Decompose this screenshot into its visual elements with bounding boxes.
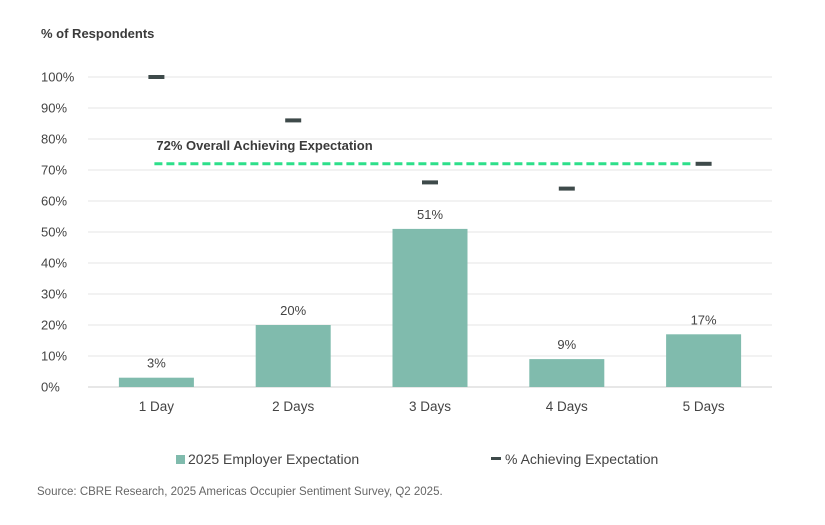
y-tick-label: 40% — [41, 256, 67, 271]
bar-value-label: 3% — [147, 356, 166, 371]
bar — [529, 359, 605, 387]
y-tick-label: 100% — [41, 70, 75, 85]
legend-swatch-marker — [491, 457, 501, 460]
bar — [255, 325, 331, 387]
achievement-marker — [422, 180, 438, 185]
bar-value-label: 20% — [280, 303, 306, 318]
y-tick-label: 20% — [41, 318, 67, 333]
bar — [118, 377, 194, 387]
y-tick-label: 10% — [41, 349, 67, 364]
legend: 2025 Employer Expectation % Achieving Ex… — [0, 451, 825, 471]
y-tick-label: 80% — [41, 132, 67, 147]
bar — [392, 228, 468, 387]
achievement-marker — [695, 161, 712, 166]
y-tick-label: 50% — [41, 225, 67, 240]
bar-value-label: 17% — [691, 312, 717, 327]
legend-item-employer-expectation: 2025 Employer Expectation — [176, 451, 359, 467]
achievement-marker — [285, 118, 302, 123]
legend-swatch-bar — [176, 455, 185, 464]
x-tick-label: 4 Days — [546, 399, 588, 414]
y-tick-label: 0% — [41, 380, 60, 395]
reference-line-label: 72% Overall Achieving Expectation — [156, 138, 372, 153]
y-tick-label: 30% — [41, 287, 67, 302]
legend-label: 2025 Employer Expectation — [188, 451, 360, 467]
bar-value-label: 9% — [557, 337, 576, 352]
bar-value-label: 51% — [417, 207, 443, 222]
x-tick-label: 3 Days — [409, 399, 451, 414]
x-tick-label: 5 Days — [683, 399, 725, 414]
bar-chart: 0% 10% 20% 30% 40% 50% 60% 70% 80% 90% 100% 3% 1 Day… — [41, 70, 772, 414]
bar — [666, 334, 742, 387]
x-tick-label: 2 Days — [272, 399, 314, 414]
y-tick-label: 70% — [41, 163, 67, 178]
legend-item-achieving-expectation: % Achieving Expectation — [491, 451, 658, 467]
achievement-marker — [558, 186, 575, 191]
x-tick-label: 1 Day — [139, 399, 175, 414]
y-tick-label: 90% — [41, 101, 67, 116]
achievement-marker — [148, 75, 165, 79]
y-axis-title: % of Respondents — [41, 26, 155, 41]
y-tick-label: 60% — [41, 194, 67, 209]
legend-label: % Achieving Expectation — [505, 451, 659, 467]
source-note: Source: CBRE Research, 2025 Americas Occ… — [37, 486, 443, 498]
